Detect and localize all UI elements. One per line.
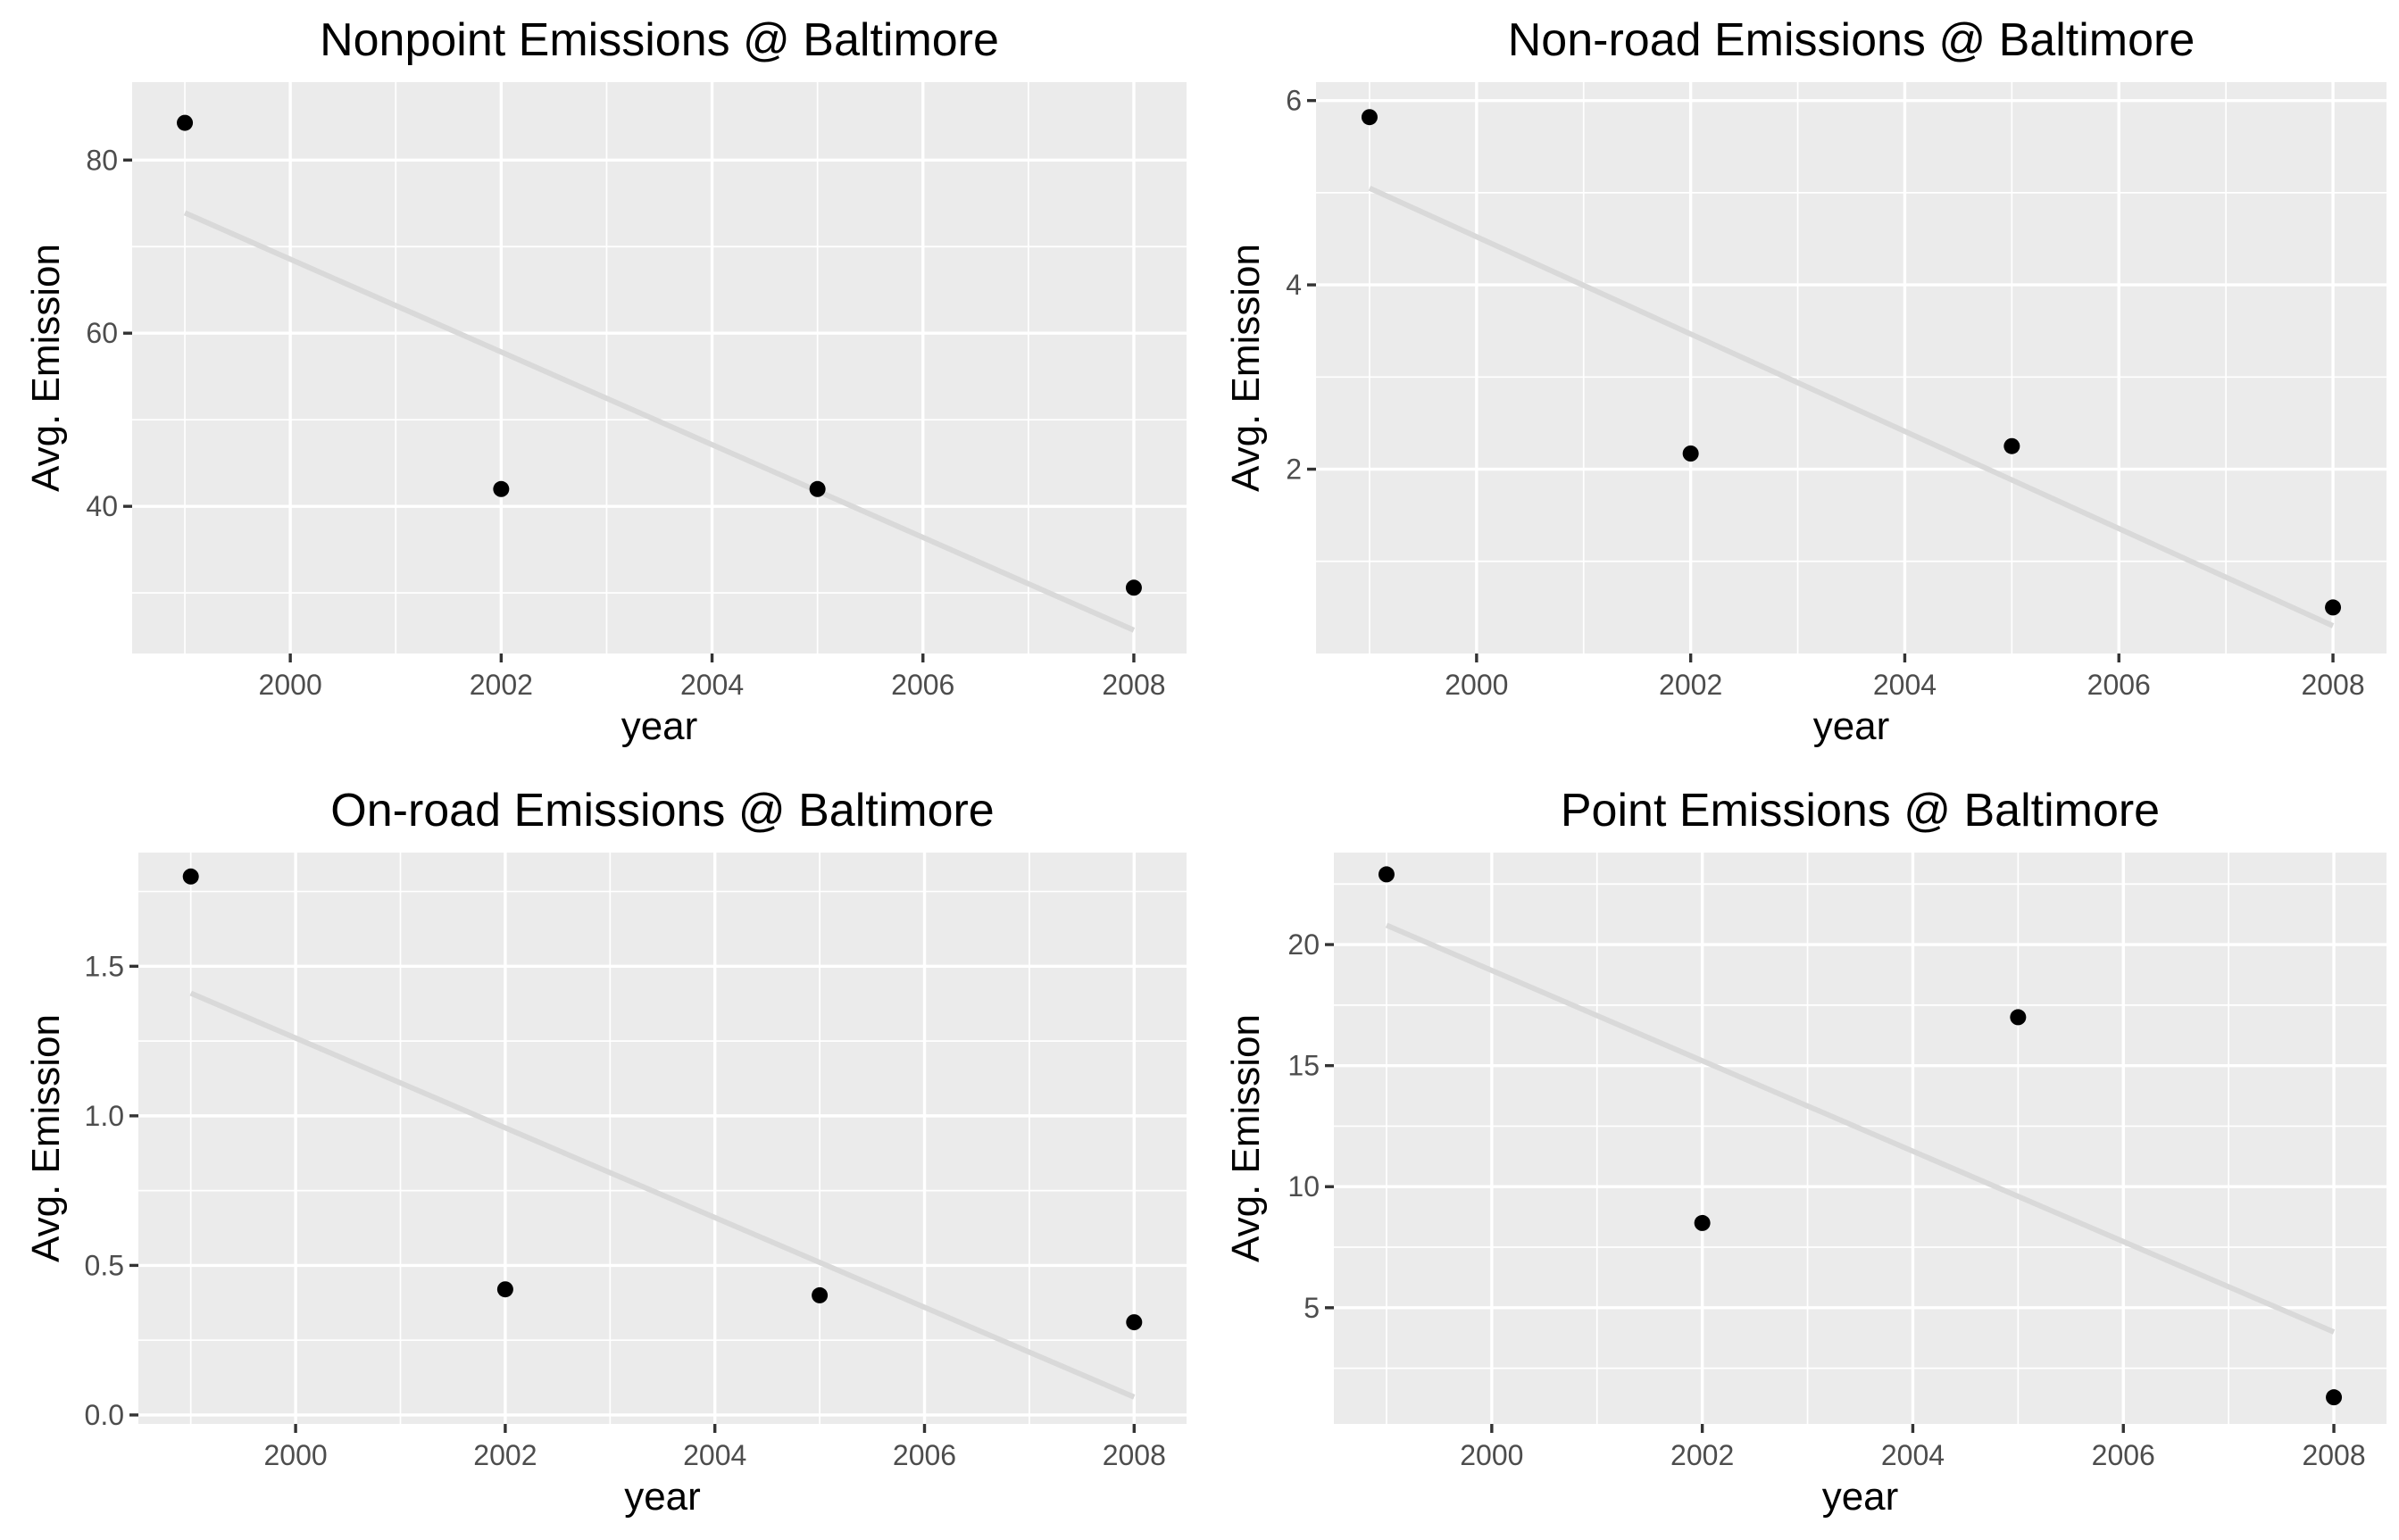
x-tick-label: 2008 [2302, 1439, 2365, 1471]
y-tick-label: 80 [86, 144, 118, 176]
x-axis-title: year [1822, 1475, 1899, 1519]
y-tick-label: 20 [1287, 928, 1320, 961]
chart-title: On-road Emissions @ Baltimore [330, 785, 994, 837]
chart-svg: Nonpoint Emissions @ Baltimore 2000 2002 20… [24, 14, 1187, 748]
y-tick-label: 6 [1286, 85, 1302, 117]
chart-panel-nonpoint: Nonpoint Emissions @ Baltimore 2000 2002 20… [0, 0, 1199, 770]
x-tick-label: 2006 [893, 1439, 956, 1471]
x-tick-label: 2004 [1881, 1439, 1945, 1471]
data-point [177, 114, 194, 131]
x-tick-label: 2002 [1659, 669, 1722, 701]
y-tick-label: 0.0 [85, 1399, 124, 1431]
chart-svg: On-road Emissions @ Baltimore 2000 2002 200… [24, 785, 1187, 1519]
y-tick-label: 1.5 [85, 950, 124, 982]
y-axis-title: Avg. Emission [24, 244, 68, 492]
data-point [2326, 1389, 2343, 1406]
data-point [1682, 445, 1699, 462]
x-tick-label: 2004 [680, 669, 744, 701]
x-tick-label: 2004 [1873, 669, 1937, 701]
plot-background [138, 853, 1187, 1424]
data-point [2010, 1009, 2027, 1026]
data-point [2325, 599, 2342, 616]
data-point [1126, 1314, 1143, 1331]
trend-line [1368, 185, 2335, 628]
plot-background [132, 82, 1187, 653]
x-tick-label: 2006 [891, 669, 954, 701]
data-point [1694, 1214, 1711, 1231]
data-point [812, 1286, 829, 1303]
y-tick-label: 4 [1286, 269, 1302, 301]
chart-title: Point Emissions @ Baltimore [1561, 785, 2160, 837]
x-tick-label: 2004 [683, 1439, 746, 1471]
chart-panel-non-road: Non-road Emissions @ Baltimore 2000 2002 20… [1200, 0, 2399, 770]
data-point [1378, 866, 1395, 883]
chart-panel-point: Point Emissions @ Baltimore 2000 2002 2004 2… [1200, 770, 2399, 1540]
data-point [496, 1281, 513, 1298]
x-tick-label: 2006 [2087, 669, 2151, 701]
y-axis-title: Avg. Emission [1224, 244, 1268, 492]
x-tick-label: 2000 [259, 669, 322, 701]
x-tick-label: 2006 [2092, 1439, 2155, 1471]
y-tick-label: 2 [1286, 454, 1302, 486]
trend-line [1385, 922, 2336, 1335]
x-axis-title: year [621, 704, 698, 748]
chart-title: Nonpoint Emissions @ Baltimore [320, 14, 999, 66]
x-tick-label: 2002 [1670, 1439, 1734, 1471]
x-tick-label: 2000 [1445, 669, 1508, 701]
y-axis-title: Avg. Emission [1224, 1014, 1268, 1262]
y-axis-title: Avg. Emission [24, 1014, 68, 1262]
y-tick-label: 1.0 [85, 1100, 124, 1132]
data-point [2003, 437, 2020, 454]
x-tick-label: 2008 [1103, 1439, 1166, 1471]
y-tick-label: 15 [1287, 1050, 1320, 1082]
x-tick-label: 2008 [1102, 669, 1165, 701]
y-tick-label: 10 [1287, 1170, 1320, 1203]
data-point [1125, 579, 1142, 596]
y-tick-label: 40 [86, 490, 118, 522]
y-tick-label: 0.5 [85, 1249, 124, 1281]
data-point [1361, 109, 1378, 126]
trend-line [189, 990, 1136, 1400]
x-tick-label: 2000 [1460, 1439, 1523, 1471]
x-tick-label: 2002 [470, 669, 533, 701]
x-axis-title: year [1813, 704, 1890, 748]
x-tick-label: 2002 [473, 1439, 537, 1471]
chart-title: Non-road Emissions @ Baltimore [1508, 14, 2195, 66]
x-tick-label: 2000 [264, 1439, 328, 1471]
trend-line [183, 210, 1136, 633]
plot-background [1334, 853, 2387, 1424]
chart-svg: Non-road Emissions @ Baltimore 2000 2002 20… [1224, 14, 2387, 748]
data-point [493, 480, 510, 497]
data-point [809, 480, 826, 497]
chart-svg: Point Emissions @ Baltimore 2000 2002 2004 2… [1224, 785, 2387, 1519]
x-axis-title: year [624, 1475, 701, 1519]
x-tick-label: 2008 [2301, 669, 2364, 701]
y-tick-label: 60 [86, 317, 118, 349]
chart-panel-on-road: On-road Emissions @ Baltimore 2000 2002 200… [0, 770, 1199, 1540]
y-tick-label: 5 [1304, 1292, 1320, 1324]
plot-background [1316, 82, 2387, 653]
data-point [182, 868, 199, 885]
